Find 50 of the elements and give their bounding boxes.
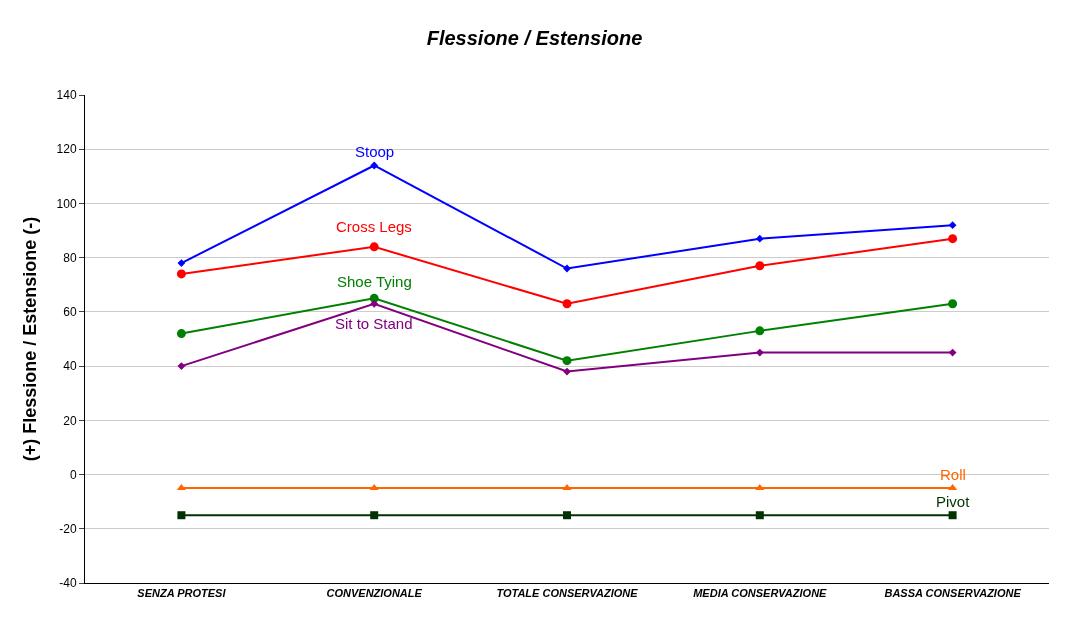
y-tick-label: 80 — [63, 250, 77, 265]
y-tick-label: 40 — [63, 359, 77, 374]
series-label: Cross Legs — [336, 218, 412, 235]
point — [370, 161, 379, 170]
series-label: Roll — [940, 466, 966, 483]
point — [755, 484, 765, 491]
point — [176, 269, 186, 279]
point — [177, 259, 186, 267]
x-tick-label: MEDIA CONSERVAZIONE — [693, 587, 828, 600]
point — [563, 511, 571, 520]
point — [369, 242, 379, 252]
point — [562, 484, 572, 491]
point — [755, 234, 764, 243]
point — [755, 326, 765, 336]
point — [755, 511, 764, 520]
y-tick-label: 140 — [56, 88, 77, 103]
point — [177, 362, 186, 371]
x-tick-label: TOTALE CONSERVAZIONE — [496, 587, 639, 600]
point — [370, 511, 379, 520]
point — [370, 299, 379, 308]
chart-title: Flessione / Estensione — [426, 27, 643, 50]
point — [948, 221, 957, 230]
x-tick-label: SENZA PROTESI — [137, 587, 227, 600]
y-tick-label: 20 — [63, 413, 77, 428]
point — [755, 348, 764, 357]
y-tick-label: -20 — [59, 521, 77, 536]
point — [562, 299, 572, 309]
point — [177, 511, 186, 520]
point — [176, 329, 186, 339]
series-label: Shoe Tying — [337, 273, 412, 290]
series-label: Stoop — [355, 143, 395, 160]
series-label: Pivot — [936, 493, 971, 510]
y-tick-label: 60 — [63, 305, 77, 320]
y-tick-label: 100 — [56, 196, 77, 211]
point — [755, 261, 765, 271]
y-axis-title: (+) Flessione / Estensione (-) — [19, 216, 40, 462]
y-tick-label: 0 — [69, 467, 77, 482]
point — [948, 299, 958, 309]
y-tick-label: -40 — [59, 576, 77, 591]
x-tick-label: CONVENZIONALE — [326, 587, 423, 600]
x-tick-label: BASSA CONSERVAZIONE — [884, 587, 1022, 600]
point — [562, 356, 572, 366]
series-label: Sit to Stand — [335, 315, 413, 332]
point — [948, 511, 957, 520]
point — [948, 348, 957, 357]
point — [563, 264, 571, 273]
point — [563, 367, 571, 376]
point — [948, 234, 958, 244]
point — [369, 484, 379, 491]
y-tick-label: 120 — [56, 142, 77, 157]
